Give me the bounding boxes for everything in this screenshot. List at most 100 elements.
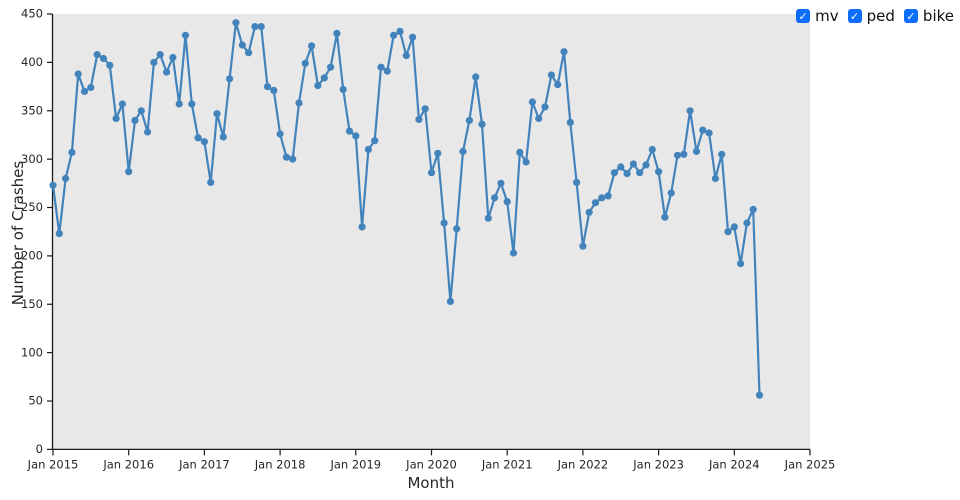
data-point-marker[interactable] bbox=[62, 174, 70, 183]
data-point-marker[interactable] bbox=[320, 74, 328, 82]
data-point-marker[interactable] bbox=[55, 230, 63, 238]
data-point-marker[interactable] bbox=[364, 145, 372, 154]
data-point-marker[interactable] bbox=[591, 199, 600, 207]
data-point-marker[interactable] bbox=[301, 59, 309, 67]
data-point-marker[interactable] bbox=[629, 160, 638, 168]
legend-item-mv[interactable]: ✓ mv bbox=[796, 7, 839, 25]
data-point-marker[interactable] bbox=[661, 213, 669, 221]
data-point-marker[interactable] bbox=[478, 120, 486, 128]
data-point-marker[interactable] bbox=[427, 169, 436, 177]
data-point-marker[interactable] bbox=[497, 179, 505, 187]
data-point-marker[interactable] bbox=[377, 63, 385, 71]
data-point-marker[interactable] bbox=[655, 168, 663, 176]
bike-checkbox-icon[interactable]: ✓ bbox=[903, 9, 918, 23]
data-point-marker[interactable] bbox=[207, 178, 215, 186]
data-point-marker[interactable] bbox=[642, 161, 650, 169]
data-point-marker[interactable] bbox=[150, 58, 158, 66]
data-point-marker[interactable] bbox=[188, 100, 196, 108]
data-point-marker[interactable] bbox=[358, 223, 366, 231]
data-point-marker[interactable] bbox=[743, 219, 751, 227]
data-point-marker[interactable] bbox=[74, 70, 82, 78]
data-point-marker[interactable] bbox=[440, 219, 448, 227]
data-point-marker[interactable] bbox=[333, 29, 341, 37]
data-point-marker[interactable] bbox=[491, 194, 499, 202]
data-point-marker[interactable] bbox=[125, 168, 133, 176]
data-point-marker[interactable] bbox=[686, 107, 694, 115]
data-point-marker[interactable] bbox=[276, 130, 284, 138]
data-point-marker[interactable] bbox=[194, 134, 202, 142]
data-point-marker[interactable] bbox=[137, 107, 145, 115]
data-point-marker[interactable] bbox=[238, 41, 246, 49]
data-point-marker[interactable] bbox=[434, 149, 442, 157]
data-point-marker[interactable] bbox=[156, 51, 164, 59]
data-point-marker[interactable] bbox=[112, 114, 120, 123]
data-point-marker[interactable] bbox=[396, 27, 404, 35]
data-point-marker[interactable] bbox=[585, 208, 593, 216]
data-point-marker[interactable] bbox=[339, 85, 347, 94]
data-point-marker[interactable] bbox=[667, 189, 675, 197]
data-point-marker[interactable] bbox=[263, 83, 272, 91]
data-point-marker[interactable] bbox=[371, 137, 379, 145]
legend-item-ped[interactable]: ✓ ped bbox=[847, 7, 895, 25]
data-point-marker[interactable] bbox=[144, 128, 152, 136]
data-point-marker[interactable] bbox=[383, 67, 391, 75]
data-point-marker[interactable] bbox=[219, 133, 227, 141]
data-point-marker[interactable] bbox=[453, 225, 461, 233]
data-point-marker[interactable] bbox=[131, 116, 139, 124]
data-point-marker[interactable] bbox=[390, 31, 398, 39]
data-point-marker[interactable] bbox=[604, 192, 612, 200]
data-point-marker[interactable] bbox=[421, 105, 429, 113]
data-point-marker[interactable] bbox=[68, 148, 76, 156]
data-point-marker[interactable] bbox=[673, 151, 682, 159]
data-point-marker[interactable] bbox=[175, 100, 183, 108]
data-point-marker[interactable] bbox=[245, 49, 253, 57]
data-point-marker[interactable] bbox=[106, 61, 114, 69]
data-point-marker[interactable] bbox=[680, 150, 688, 158]
data-point-marker[interactable] bbox=[345, 127, 354, 135]
data-point-marker[interactable] bbox=[566, 118, 574, 126]
data-point-marker[interactable] bbox=[610, 169, 619, 177]
data-point-marker[interactable] bbox=[560, 48, 568, 56]
data-point-marker[interactable] bbox=[699, 126, 707, 134]
data-point-marker[interactable] bbox=[118, 100, 126, 108]
data-point-marker[interactable] bbox=[314, 82, 322, 90]
data-point-marker[interactable] bbox=[554, 81, 562, 89]
data-point-marker[interactable] bbox=[623, 170, 631, 178]
data-point-marker[interactable] bbox=[484, 214, 492, 222]
data-point-marker[interactable] bbox=[737, 260, 745, 268]
legend-item-bike[interactable]: ✓ bike bbox=[903, 7, 954, 25]
data-point-marker[interactable] bbox=[87, 83, 95, 92]
data-point-marker[interactable] bbox=[181, 31, 190, 39]
data-point-marker[interactable] bbox=[579, 242, 587, 250]
data-point-marker[interactable] bbox=[718, 150, 726, 158]
data-point-marker[interactable] bbox=[289, 155, 297, 163]
data-point-marker[interactable] bbox=[415, 115, 423, 124]
data-point-marker[interactable] bbox=[755, 391, 764, 399]
data-point-marker[interactable] bbox=[711, 174, 720, 183]
data-point-marker[interactable] bbox=[226, 75, 234, 83]
data-point-marker[interactable] bbox=[547, 71, 556, 79]
data-point-marker[interactable] bbox=[282, 153, 290, 161]
data-point-marker[interactable] bbox=[352, 132, 360, 140]
data-point-marker[interactable] bbox=[705, 129, 713, 137]
data-point-marker[interactable] bbox=[472, 73, 480, 81]
data-point-marker[interactable] bbox=[528, 98, 537, 106]
data-point-marker[interactable] bbox=[636, 169, 644, 177]
data-point-marker[interactable] bbox=[617, 163, 625, 171]
data-point-marker[interactable] bbox=[724, 228, 732, 236]
data-point-marker[interactable] bbox=[270, 86, 278, 94]
ped-checkbox-icon[interactable]: ✓ bbox=[847, 9, 862, 23]
data-point-marker[interactable] bbox=[251, 23, 259, 31]
data-point-marker[interactable] bbox=[232, 19, 240, 27]
data-point-marker[interactable] bbox=[465, 116, 473, 124]
data-point-marker[interactable] bbox=[93, 51, 101, 59]
data-point-marker[interactable] bbox=[573, 178, 581, 186]
data-point-marker[interactable] bbox=[295, 99, 303, 107]
data-point-marker[interactable] bbox=[598, 194, 606, 202]
data-point-marker[interactable] bbox=[516, 148, 524, 156]
data-point-marker[interactable] bbox=[49, 181, 57, 189]
data-point-marker[interactable] bbox=[459, 147, 467, 155]
data-point-marker[interactable] bbox=[402, 52, 410, 60]
data-point-marker[interactable] bbox=[509, 249, 518, 257]
data-point-marker[interactable] bbox=[308, 42, 316, 50]
